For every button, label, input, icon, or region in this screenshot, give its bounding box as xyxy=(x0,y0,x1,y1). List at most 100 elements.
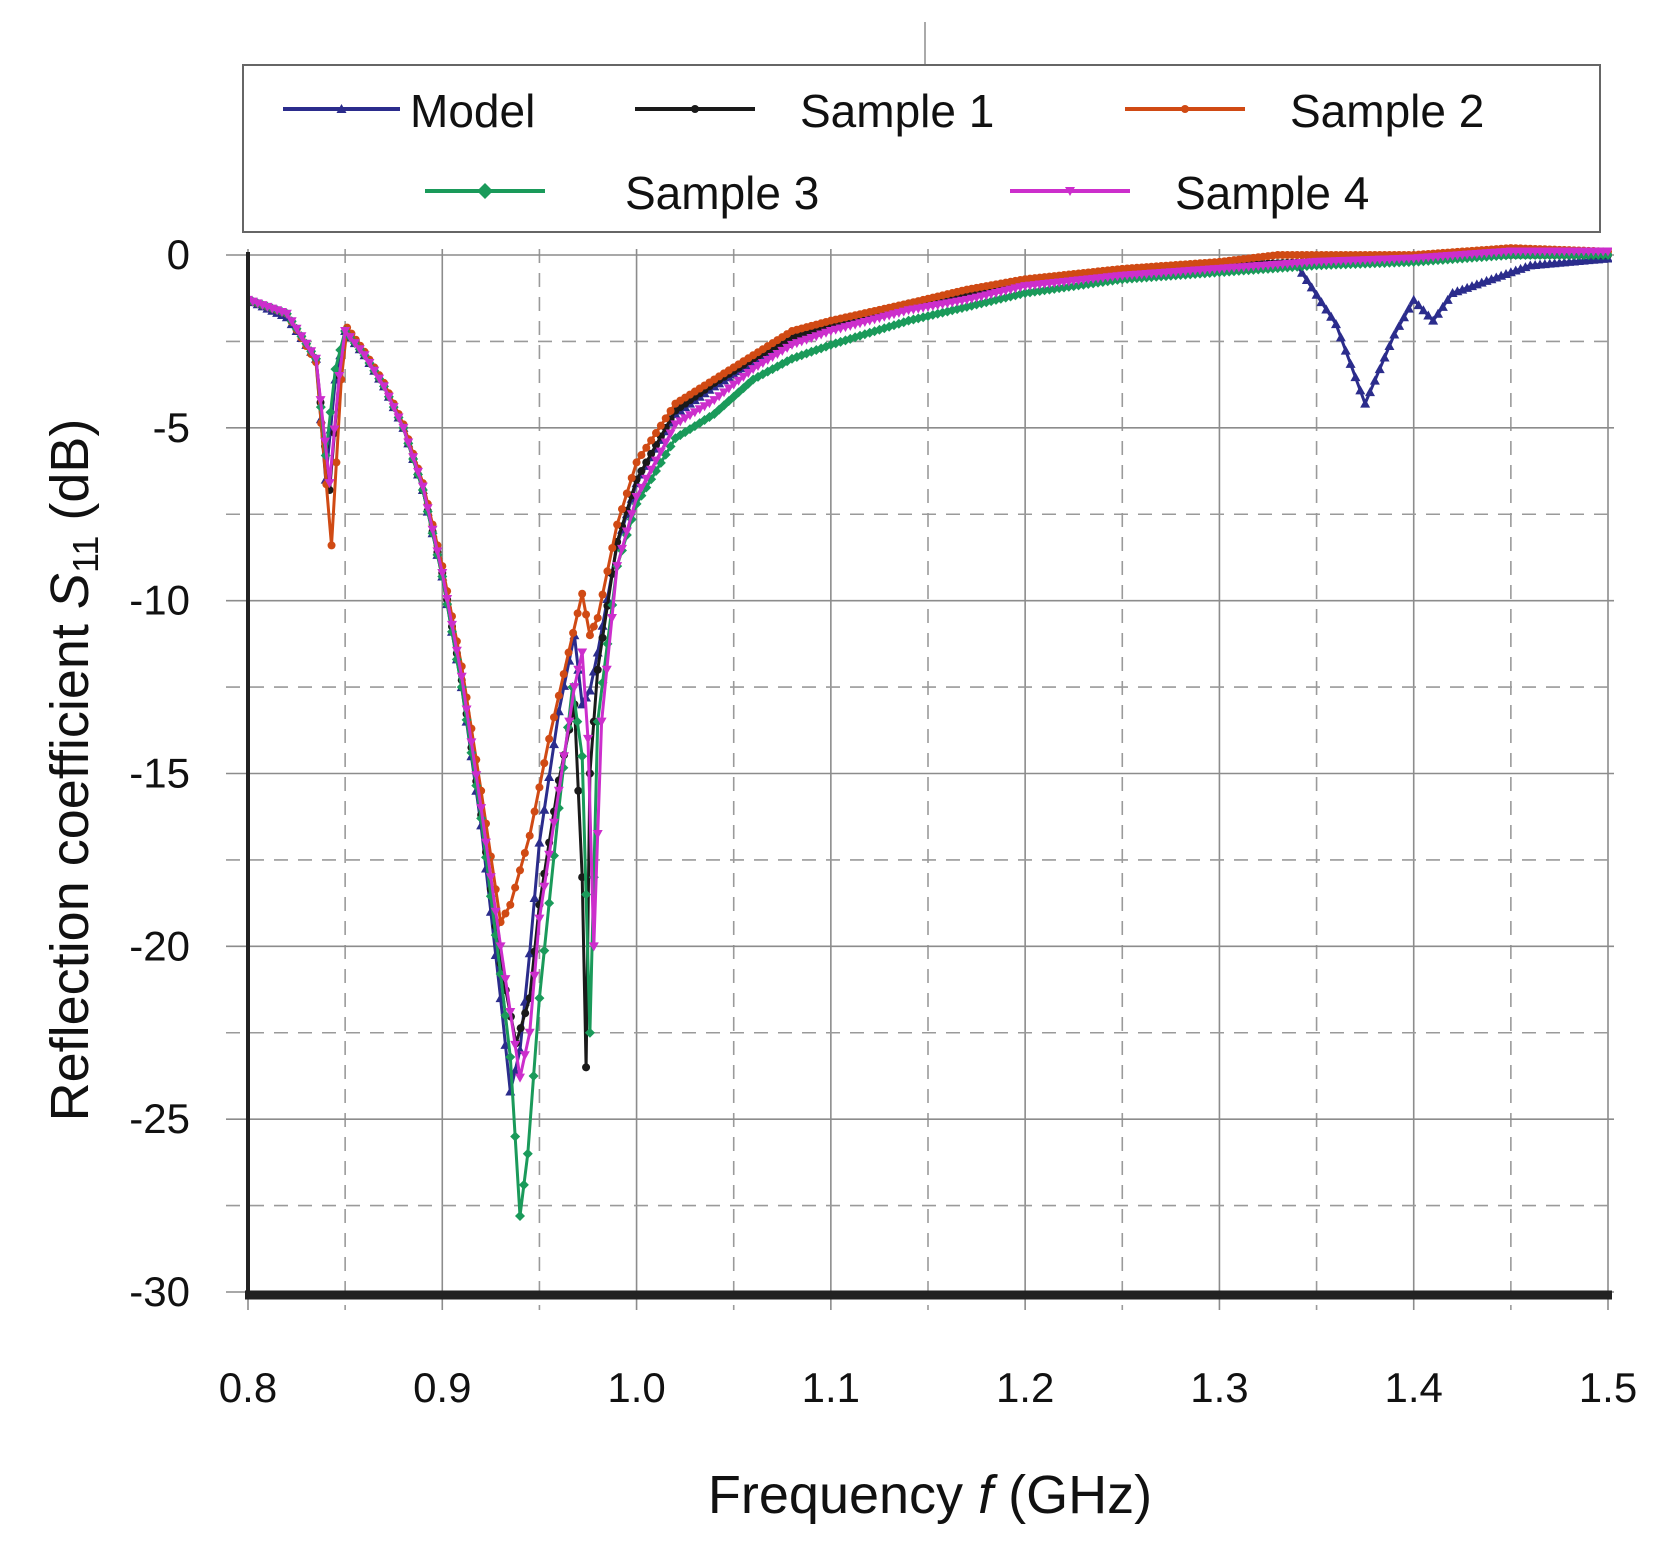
series-marker xyxy=(1403,303,1414,313)
series-marker xyxy=(549,818,559,828)
series-marker xyxy=(592,829,603,839)
series-marker xyxy=(554,691,563,700)
series-marker xyxy=(655,447,666,457)
series-sample-4 xyxy=(248,247,1612,1083)
y-tick-label: -30 xyxy=(129,1268,190,1315)
series-marker xyxy=(528,1070,539,1081)
series-marker xyxy=(569,628,578,637)
series-marker xyxy=(694,405,705,415)
legend-box xyxy=(242,64,1601,233)
series-marker xyxy=(699,402,710,412)
series-marker xyxy=(574,786,583,795)
legend-label: Sample 2 xyxy=(1290,85,1484,137)
series-marker xyxy=(569,683,580,693)
series-marker xyxy=(1394,320,1405,330)
series-marker xyxy=(1350,372,1361,382)
series-marker xyxy=(606,613,617,623)
x-tick-label: 1.4 xyxy=(1385,1364,1443,1411)
series-marker xyxy=(510,1040,521,1050)
series-marker xyxy=(354,345,365,355)
series-marker xyxy=(320,437,331,447)
legend-label: Sample 3 xyxy=(625,167,819,219)
series-marker xyxy=(485,873,496,883)
series-marker xyxy=(652,429,660,438)
series-marker xyxy=(598,590,607,599)
series-marker xyxy=(379,382,389,392)
legend-item: Sample 3 xyxy=(425,167,819,219)
series-marker xyxy=(296,332,307,342)
series-marker xyxy=(456,672,467,682)
series-marker xyxy=(627,473,636,482)
series-marker xyxy=(608,543,617,552)
series-marker xyxy=(661,414,670,423)
series-marker xyxy=(1297,267,1307,277)
series-marker xyxy=(521,1009,530,1018)
series-marker xyxy=(588,942,599,952)
series-marker xyxy=(520,849,529,858)
series-marker xyxy=(636,483,647,493)
series-marker xyxy=(329,425,340,435)
series-marker xyxy=(767,352,778,362)
series-marker xyxy=(330,364,341,375)
series-marker xyxy=(675,417,686,427)
legend-item: Sample 2 xyxy=(1125,85,1484,137)
series-marker xyxy=(403,438,414,448)
series-marker xyxy=(466,738,477,748)
series-marker xyxy=(340,327,351,337)
series-marker xyxy=(748,365,759,375)
x-axis-title-unit: (GHz) xyxy=(1008,1465,1152,1525)
series-marker xyxy=(593,665,602,674)
series-marker xyxy=(522,1148,533,1159)
series-marker xyxy=(432,547,443,557)
x-tick-label: 0.9 xyxy=(413,1364,471,1411)
series-marker xyxy=(596,717,607,727)
series-marker xyxy=(665,441,676,452)
x-tick-label: 1.3 xyxy=(1190,1364,1248,1411)
series-marker xyxy=(1379,352,1390,362)
y-tick-label: -25 xyxy=(129,1095,190,1142)
series-marker xyxy=(524,948,535,958)
y-axis-title-text: Reflection coefficient xyxy=(40,624,100,1121)
series-marker xyxy=(637,467,646,476)
series-marker xyxy=(359,351,370,361)
series-marker xyxy=(535,783,544,792)
legend-swatch-marker xyxy=(1065,187,1075,196)
y-axis-title-sub: 11 xyxy=(65,536,106,573)
series-marker xyxy=(582,1063,591,1072)
series-marker xyxy=(617,544,627,554)
series-marker xyxy=(1360,398,1371,408)
series-marker xyxy=(772,349,783,359)
series-marker xyxy=(723,384,734,394)
series-marker xyxy=(1418,305,1429,315)
series-marker xyxy=(500,975,511,985)
series-marker xyxy=(577,648,588,658)
series-marker xyxy=(665,429,676,439)
series-marker xyxy=(534,837,545,847)
series-marker xyxy=(437,569,448,579)
series-marker xyxy=(709,396,720,406)
series-marker xyxy=(647,436,656,445)
y-axis-title-unit: (dB) xyxy=(40,419,100,521)
series-marker xyxy=(582,610,591,619)
series-marker xyxy=(642,458,651,467)
series-marker xyxy=(1399,312,1409,322)
series-marker xyxy=(539,882,550,892)
series-marker xyxy=(581,889,592,900)
series-marker xyxy=(1316,297,1327,307)
series-marker xyxy=(1423,310,1434,320)
series-marker xyxy=(573,665,584,675)
series-marker xyxy=(651,456,661,466)
legend-item: Sample 4 xyxy=(1010,167,1369,219)
legend-swatch-marker xyxy=(477,183,493,199)
x-tick-label: 1.1 xyxy=(802,1364,860,1411)
series-marker xyxy=(685,411,695,421)
x-axis-title-var: f xyxy=(978,1465,998,1525)
series-marker xyxy=(301,339,312,349)
series-marker xyxy=(733,376,744,386)
series-marker xyxy=(1311,289,1322,299)
series-marker xyxy=(585,631,594,640)
series-marker xyxy=(1015,289,1026,300)
legend: Model Sample 1 Sample 2 Sample 3 Sample 4 xyxy=(242,64,1601,233)
series-layer xyxy=(248,244,1612,1221)
series-marker xyxy=(451,646,462,656)
